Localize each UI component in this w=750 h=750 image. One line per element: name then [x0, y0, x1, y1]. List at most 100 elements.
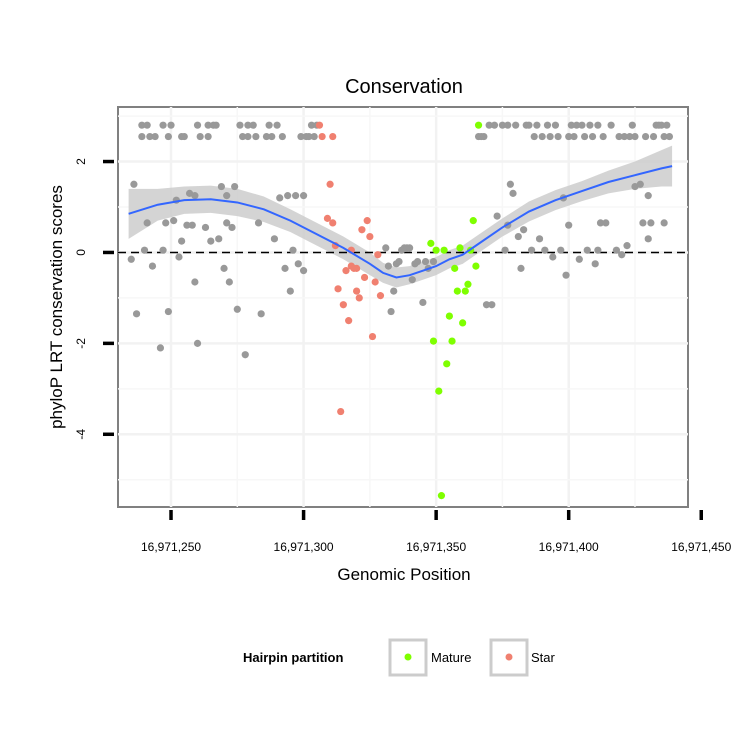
- point-other: [178, 237, 186, 245]
- point-mature: [474, 121, 483, 129]
- point-other: [647, 219, 655, 227]
- point-other: [132, 310, 141, 318]
- point-other: [241, 351, 249, 359]
- point-other: [504, 121, 512, 129]
- point-other: [618, 251, 626, 259]
- point-other: [276, 194, 284, 202]
- point-mature: [448, 337, 456, 345]
- point-star: [360, 273, 369, 282]
- point-star: [326, 180, 334, 188]
- point-other: [231, 182, 239, 191]
- point-other: [130, 180, 138, 188]
- point-other: [244, 132, 252, 141]
- point-other: [607, 121, 615, 129]
- point-other: [488, 301, 496, 309]
- point-other: [665, 132, 674, 141]
- point-other: [183, 221, 191, 229]
- point-other: [573, 121, 581, 129]
- legend-dot-star: [505, 653, 513, 661]
- point-other: [641, 132, 650, 141]
- plot-panel: [117, 106, 689, 508]
- point-other: [657, 121, 666, 129]
- point-star: [337, 407, 345, 416]
- point-other: [498, 121, 507, 129]
- legend-label-star: Star: [531, 650, 556, 665]
- point-other: [310, 132, 318, 141]
- point-other: [164, 307, 172, 316]
- point-mature: [464, 280, 472, 288]
- point-other: [639, 219, 647, 227]
- point-other: [284, 192, 292, 200]
- point-other: [429, 257, 438, 266]
- point-other: [554, 132, 562, 141]
- y-tick-label: 0: [74, 249, 88, 256]
- point-other: [143, 121, 151, 129]
- point-other: [602, 219, 610, 227]
- point-star: [371, 278, 379, 286]
- point-other: [191, 192, 199, 200]
- point-other: [570, 132, 578, 141]
- point-other: [501, 246, 509, 254]
- point-other: [549, 253, 557, 261]
- x-tick-label: 16,971,450: [671, 540, 731, 554]
- point-other: [265, 121, 273, 129]
- point-other: [299, 192, 308, 200]
- point-other: [196, 132, 204, 141]
- point-mature: [443, 360, 451, 368]
- y-tick-label: 2: [74, 158, 88, 165]
- legend-label-mature: Mature: [431, 650, 471, 665]
- point-other: [151, 132, 159, 141]
- point-other: [485, 121, 493, 129]
- point-other: [541, 246, 549, 254]
- point-other: [204, 121, 212, 129]
- x-axis: 16,971,250 16,971,300 16,971,350 16,971,400…: [141, 510, 732, 554]
- point-other: [140, 246, 149, 254]
- point-other: [599, 132, 607, 141]
- point-other: [512, 121, 520, 129]
- point-other: [146, 132, 154, 141]
- point-star: [345, 317, 353, 325]
- y-axis-title: phyloP LRT conservation scores: [47, 185, 66, 429]
- x-axis-title: Genomic Position: [337, 565, 470, 584]
- legend-title: Hairpin partition: [243, 650, 343, 665]
- point-star: [329, 219, 337, 227]
- point-other: [535, 235, 544, 243]
- point-other: [543, 121, 552, 129]
- point-other: [623, 242, 631, 250]
- point-other: [506, 180, 514, 188]
- point-mature: [469, 217, 477, 225]
- point-mature: [435, 387, 443, 395]
- point-other: [268, 132, 276, 141]
- point-other: [620, 132, 628, 141]
- point-other: [143, 219, 151, 227]
- point-star: [329, 132, 337, 141]
- point-star: [363, 217, 371, 225]
- point-other: [299, 267, 308, 275]
- point-star: [323, 214, 332, 222]
- point-other: [520, 226, 528, 234]
- point-other: [527, 246, 536, 254]
- point-other: [628, 121, 636, 129]
- legend-dot-mature: [404, 653, 412, 661]
- point-other: [594, 121, 602, 129]
- point-mature: [472, 262, 480, 270]
- loess-line: [128, 165, 673, 279]
- point-star: [374, 251, 382, 259]
- point-other: [644, 192, 652, 200]
- point-other: [660, 219, 668, 227]
- point-mature: [445, 312, 453, 320]
- point-other: [167, 121, 175, 129]
- point-star: [315, 121, 324, 129]
- point-other: [509, 189, 517, 197]
- point-other: [201, 223, 210, 232]
- point-other: [578, 121, 586, 129]
- point-other: [530, 132, 538, 141]
- point-other: [233, 305, 241, 313]
- point-other: [252, 132, 260, 141]
- point-star: [334, 285, 342, 293]
- point-other: [612, 246, 621, 254]
- point-other: [239, 132, 247, 141]
- point-other: [273, 121, 281, 129]
- point-star: [368, 332, 377, 341]
